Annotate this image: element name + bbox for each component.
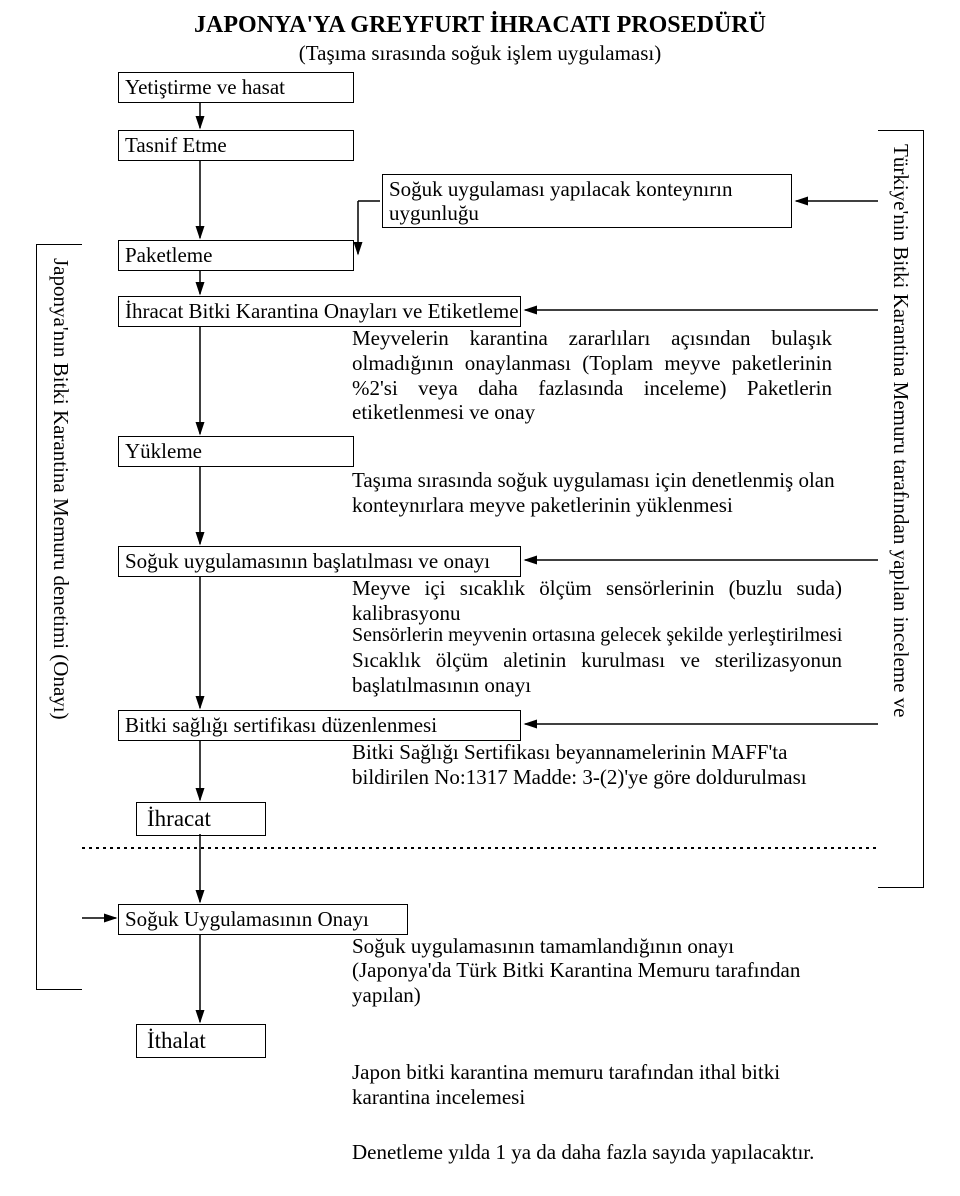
step-soguk-onay: Soğuk Uygulamasının Onayı	[118, 904, 408, 935]
step-tasnif: Tasnif Etme	[118, 130, 354, 161]
left-vertical-label: Japonya'nın Bitki Karantina Memuru denet…	[48, 258, 73, 720]
page-title: JAPONYA'YA GREYFURT İHRACATI PROSEDÜRÜ	[0, 0, 960, 39]
desc-sicaklik-olcum: Sıcaklık ölçüm aletinin kurulması ve ste…	[352, 648, 842, 698]
desc-meyve-karantina: Meyvelerin karantina zararlıları açısınd…	[352, 326, 832, 425]
right-vertical-label: Türkiye'nin Bitki Karantina Memuru taraf…	[888, 144, 913, 718]
step-yukleme: Yükleme	[118, 436, 354, 467]
step-yetistirme: Yetiştirme ve hasat	[118, 72, 354, 103]
desc-japon-memur: Japon bitki karantina memuru tarafından …	[352, 1060, 852, 1110]
step-paketleme: Paketleme	[118, 240, 354, 271]
desc-denetleme: Denetleme yılda 1 ya da daha fazla sayıd…	[352, 1140, 872, 1165]
page-subtitle: (Taşıma sırasında soğuk işlem uygulaması…	[0, 41, 960, 66]
desc-sensor-yerlestir: Sensörlerin meyvenin ortasına gelecek şe…	[352, 624, 852, 648]
step-ihracat-onay: İhracat Bitki Karantina Onayları ve Etik…	[118, 296, 521, 327]
konteyner-box: Soğuk uygulaması yapılacak konteynırın u…	[382, 174, 792, 228]
desc-tasima: Taşıma sırasında soğuk uygulaması için d…	[352, 468, 842, 518]
desc-soguk-tamamlandi: Soğuk uygulamasının tamamlandığının onay…	[352, 934, 852, 959]
step-bitki-sertifika: Bitki sağlığı sertifikası düzenlenmesi	[118, 710, 521, 741]
step-soguk-baslat: Soğuk uygulamasının başlatılması ve onay…	[118, 546, 521, 577]
desc-bitki-saglik: Bitki Sağlığı Sertifikası beyannamelerin…	[352, 740, 852, 790]
desc-meyve-ici: Meyve içi sıcaklık ölçüm sensörlerinin (…	[352, 576, 842, 626]
desc-japonya-turk: (Japonya'da Türk Bitki Karantina Memuru …	[352, 958, 872, 1008]
step-ihracat: İhracat	[136, 802, 266, 836]
step-ithalat: İthalat	[136, 1024, 266, 1058]
